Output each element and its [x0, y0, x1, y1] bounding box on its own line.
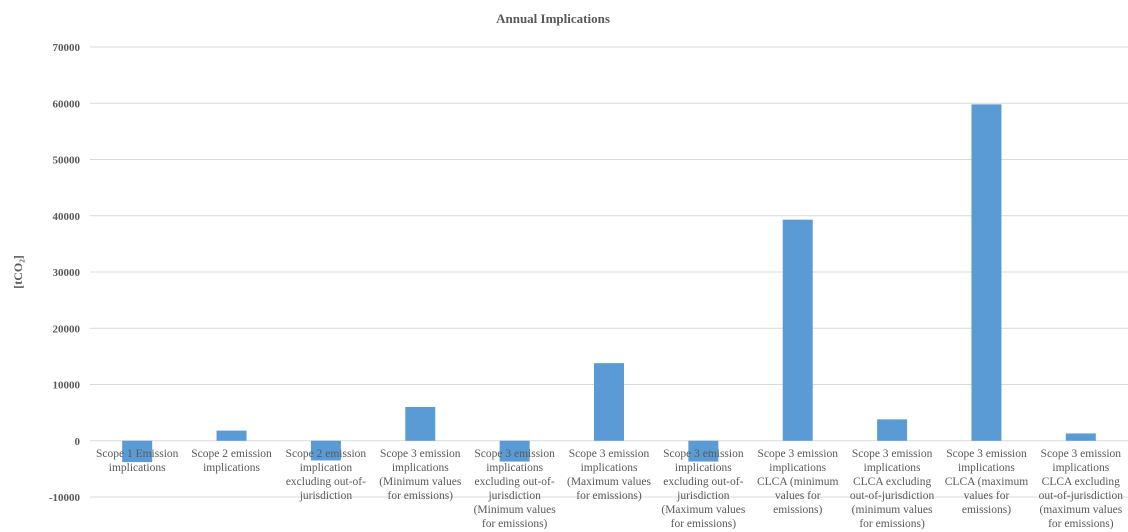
x-tick-label: Scope 3 emission implications excluding ou… [661, 448, 746, 530]
chart-title: Annual Implications [496, 11, 610, 26]
bar [782, 219, 813, 441]
bar [310, 440, 341, 461]
bar [594, 363, 624, 441]
y-tick-label: 50000 [53, 155, 81, 167]
x-tick-label: Scope 3 emission implications CLCA excludi… [1039, 448, 1124, 530]
bar [877, 419, 908, 441]
x-tick-label: Scope 3 emission implications (Minimum val… [379, 448, 462, 502]
y-axis-title: [tCO₂] [11, 255, 25, 289]
bar [405, 407, 436, 441]
y-axis-label: [tCO₂] [11, 255, 25, 289]
x-tick-label: Scope 3 emission implications CLCA (minimu… [757, 448, 839, 516]
x-tick-label: Scope 2 emission implications [191, 448, 272, 474]
x-tick-label: Scope 3 emission implications excluding ou… [474, 448, 557, 530]
bar [688, 440, 719, 462]
y-axis-ticks: -10000 0 10000 20000 30000 40000 50000 60000 700… [49, 42, 81, 504]
y-tick-label: 40000 [53, 211, 81, 223]
bar [216, 430, 247, 441]
bar [971, 104, 1002, 441]
x-tick-label: Scope 3 emission implications CLCA excludi… [850, 448, 935, 530]
y-tick-label: 10000 [53, 380, 81, 392]
x-tick-label: Scope 3 emission implications CLCA (maximu… [945, 448, 1028, 516]
y-tick-label: 60000 [53, 98, 81, 110]
bar [1065, 433, 1096, 441]
y-tick-label: -10000 [49, 492, 81, 504]
y-tick-label: 20000 [53, 323, 81, 335]
x-tick-label: Scope 1 Emission implications [96, 448, 179, 474]
y-tick-label: 30000 [53, 267, 81, 279]
bar [499, 440, 530, 462]
x-axis-ticks: Scope 1 Emission implications Scope 2 emis… [96, 448, 1123, 530]
x-tick-label: Scope 3 emission implications (Maximum val… [567, 448, 652, 502]
gridlines [90, 46, 1128, 498]
x-tick-label: Scope 2 emission implication excluding out… [286, 448, 367, 502]
y-tick-label: 0 [75, 436, 81, 448]
bar [122, 440, 153, 463]
bars [122, 104, 1096, 463]
y-tick-label: 70000 [53, 42, 81, 54]
